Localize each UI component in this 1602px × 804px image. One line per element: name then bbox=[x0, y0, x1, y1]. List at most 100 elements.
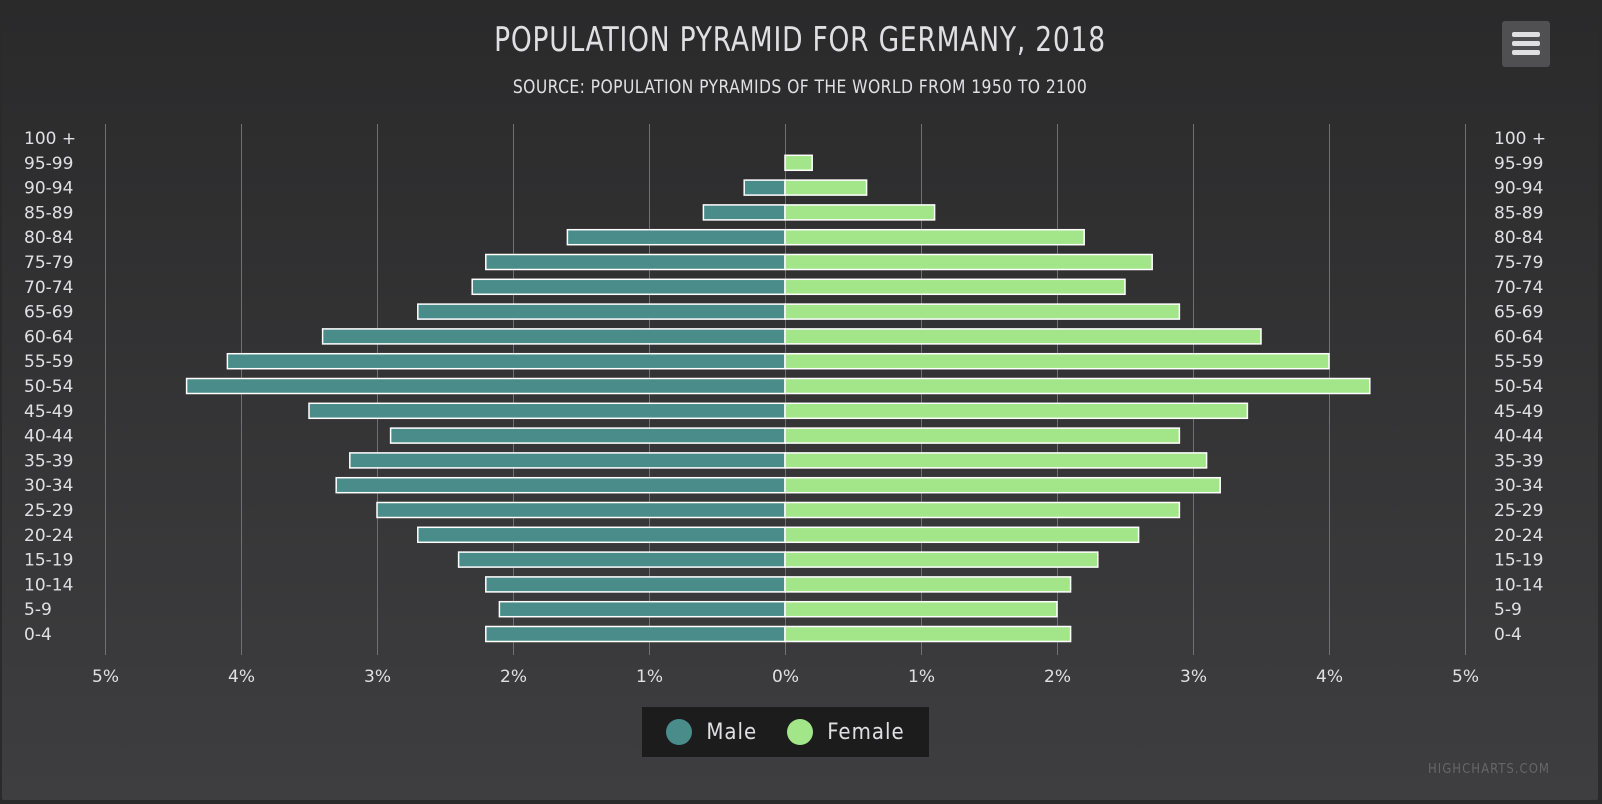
bar-female-0-4[interactable] bbox=[784, 625, 1072, 643]
bar-female-65-69[interactable] bbox=[784, 303, 1181, 320]
y-tick-label-right: 90-94 bbox=[1494, 179, 1543, 199]
bar-female-55-59[interactable] bbox=[784, 352, 1330, 370]
bar-male-60-64[interactable] bbox=[321, 328, 786, 345]
chart-subtitle: SOURCE: POPULATION PYRAMIDS OF THE WORLD… bbox=[512, 76, 1088, 98]
y-tick-label-left: 40-44 bbox=[24, 427, 73, 447]
y-tick-label-left: 100 + bbox=[24, 129, 76, 149]
bar-male-30-34[interactable] bbox=[335, 476, 786, 494]
bar-female-85-89[interactable] bbox=[784, 204, 936, 221]
bar-male-10-14[interactable] bbox=[485, 576, 786, 593]
x-tick-label: 4% bbox=[1316, 667, 1343, 687]
bar-male-5-9[interactable] bbox=[498, 600, 786, 618]
y-tick-label-right: 10-14 bbox=[1494, 575, 1543, 595]
y-tick-label-right: 60-64 bbox=[1494, 327, 1543, 347]
bar-female-40-44[interactable] bbox=[784, 427, 1181, 444]
bar-male-75-79[interactable] bbox=[485, 253, 786, 271]
y-tick-label-right: 25-29 bbox=[1494, 501, 1543, 521]
y-tick-label-left: 60-64 bbox=[24, 327, 73, 347]
y-tick-label-right: 15-19 bbox=[1494, 551, 1543, 571]
y-tick-label-left: 50-54 bbox=[24, 377, 73, 397]
y-tick-label-left: 35-39 bbox=[24, 451, 73, 471]
bar-male-0-4[interactable] bbox=[485, 625, 786, 643]
x-tick-label: 1% bbox=[636, 667, 663, 687]
x-tick-label: 0% bbox=[772, 667, 799, 687]
legend: Male Female bbox=[642, 707, 929, 757]
y-tick-label-right: 80-84 bbox=[1494, 228, 1543, 248]
y-tick-label-right: 40-44 bbox=[1494, 427, 1543, 447]
bar-female-80-84[interactable] bbox=[784, 228, 1085, 246]
bar-female-50-54[interactable] bbox=[784, 377, 1371, 395]
legend-label-male: Male bbox=[706, 719, 758, 745]
bar-female-5-9[interactable] bbox=[784, 600, 1058, 618]
x-tick-label: 5% bbox=[92, 667, 119, 687]
bar-male-70-74[interactable] bbox=[471, 278, 786, 296]
bar-male-45-49[interactable] bbox=[308, 402, 786, 420]
bar-female-95-99[interactable] bbox=[784, 154, 813, 172]
y-tick-label-left: 85-89 bbox=[24, 203, 73, 223]
bar-female-30-34[interactable] bbox=[784, 476, 1221, 494]
y-tick-label-right: 55-59 bbox=[1494, 352, 1543, 372]
y-tick-label-left: 55-59 bbox=[24, 352, 73, 372]
y-tick-label-left: 15-19 bbox=[24, 551, 73, 571]
y-tick-label-left: 10-14 bbox=[24, 575, 73, 595]
bar-female-75-79[interactable] bbox=[784, 253, 1153, 271]
legend-item-female[interactable]: Female bbox=[787, 719, 904, 745]
bar-male-80-84[interactable] bbox=[566, 228, 786, 246]
y-tick-label-right: 75-79 bbox=[1494, 253, 1543, 273]
x-tick-label: 1% bbox=[908, 667, 935, 687]
y-tick-label-left: 30-34 bbox=[24, 476, 73, 496]
bar-male-20-24[interactable] bbox=[417, 526, 786, 544]
bar-female-15-19[interactable] bbox=[784, 551, 1099, 568]
bar-male-55-59[interactable] bbox=[226, 352, 786, 370]
x-tick-label: 3% bbox=[1180, 667, 1207, 687]
x-tick-label: 3% bbox=[364, 667, 391, 687]
chart-plot: 5% 4% 3% 2% 1% 0% 1% 2% 3% 4% 5% 0-4 0-4 5-9 5-9 10-14 1… bbox=[24, 124, 1546, 687]
y-tick-label-left: 75-79 bbox=[24, 253, 73, 273]
y-tick-label-right: 70-74 bbox=[1494, 278, 1543, 298]
bar-male-85-89[interactable] bbox=[702, 204, 786, 221]
x-tick-label: 2% bbox=[1044, 667, 1071, 687]
bar-female-10-14[interactable] bbox=[784, 576, 1072, 593]
bar-male-40-44[interactable] bbox=[389, 427, 786, 444]
bar-male-50-54[interactable] bbox=[185, 377, 786, 395]
legend-item-male[interactable]: Male bbox=[666, 719, 757, 745]
bar-male-90-94[interactable] bbox=[743, 179, 786, 196]
bar-female-20-24[interactable] bbox=[784, 526, 1140, 544]
y-tick-label-right: 100 + bbox=[1494, 129, 1546, 149]
chart-title: POPULATION PYRAMID FOR GERMANY, 2018 bbox=[494, 20, 1106, 60]
bar-male-15-19[interactable] bbox=[457, 551, 786, 568]
y-tick-label-left: 65-69 bbox=[24, 303, 73, 323]
bar-female-35-39[interactable] bbox=[784, 452, 1208, 469]
y-tick-label-left: 25-29 bbox=[24, 501, 73, 521]
x-tick-label: 4% bbox=[228, 667, 255, 687]
bar-female-60-64[interactable] bbox=[784, 328, 1262, 345]
legend-marker-female bbox=[787, 719, 814, 745]
y-tick-label-right: 65-69 bbox=[1494, 303, 1543, 323]
bar-female-25-29[interactable] bbox=[784, 501, 1181, 519]
y-tick-label-left: 80-84 bbox=[24, 228, 73, 248]
y-tick-label-right: 0-4 bbox=[1494, 625, 1522, 645]
credits-link[interactable]: HIGHCHARTS.COM bbox=[1428, 762, 1550, 777]
bar-male-65-69[interactable] bbox=[417, 303, 786, 320]
y-tick-label-right: 85-89 bbox=[1494, 203, 1543, 223]
y-tick-label-right: 35-39 bbox=[1494, 451, 1543, 471]
y-tick-label-right: 5-9 bbox=[1494, 600, 1522, 620]
x-tick-label: 5% bbox=[1452, 667, 1479, 687]
bar-female-90-94[interactable] bbox=[784, 179, 868, 196]
y-tick-label-left: 0-4 bbox=[24, 625, 52, 645]
bar-female-45-49[interactable] bbox=[784, 402, 1249, 420]
bar-male-25-29[interactable] bbox=[376, 501, 786, 519]
bar-female-70-74[interactable] bbox=[784, 278, 1126, 296]
y-tick-label-left: 20-24 bbox=[24, 526, 73, 546]
hamburger-menu-icon[interactable] bbox=[1502, 21, 1550, 67]
x-tick-label: 2% bbox=[500, 667, 527, 687]
legend-marker-male bbox=[666, 719, 693, 745]
y-tick-label-right: 50-54 bbox=[1494, 377, 1543, 397]
y-tick-label-left: 90-94 bbox=[24, 179, 73, 199]
y-tick-label-right: 45-49 bbox=[1494, 402, 1543, 422]
y-tick-label-left: 5-9 bbox=[24, 600, 52, 620]
y-tick-label-left: 70-74 bbox=[24, 278, 73, 298]
bar-male-35-39[interactable] bbox=[349, 452, 786, 469]
y-tick-label-left: 45-49 bbox=[24, 402, 73, 422]
